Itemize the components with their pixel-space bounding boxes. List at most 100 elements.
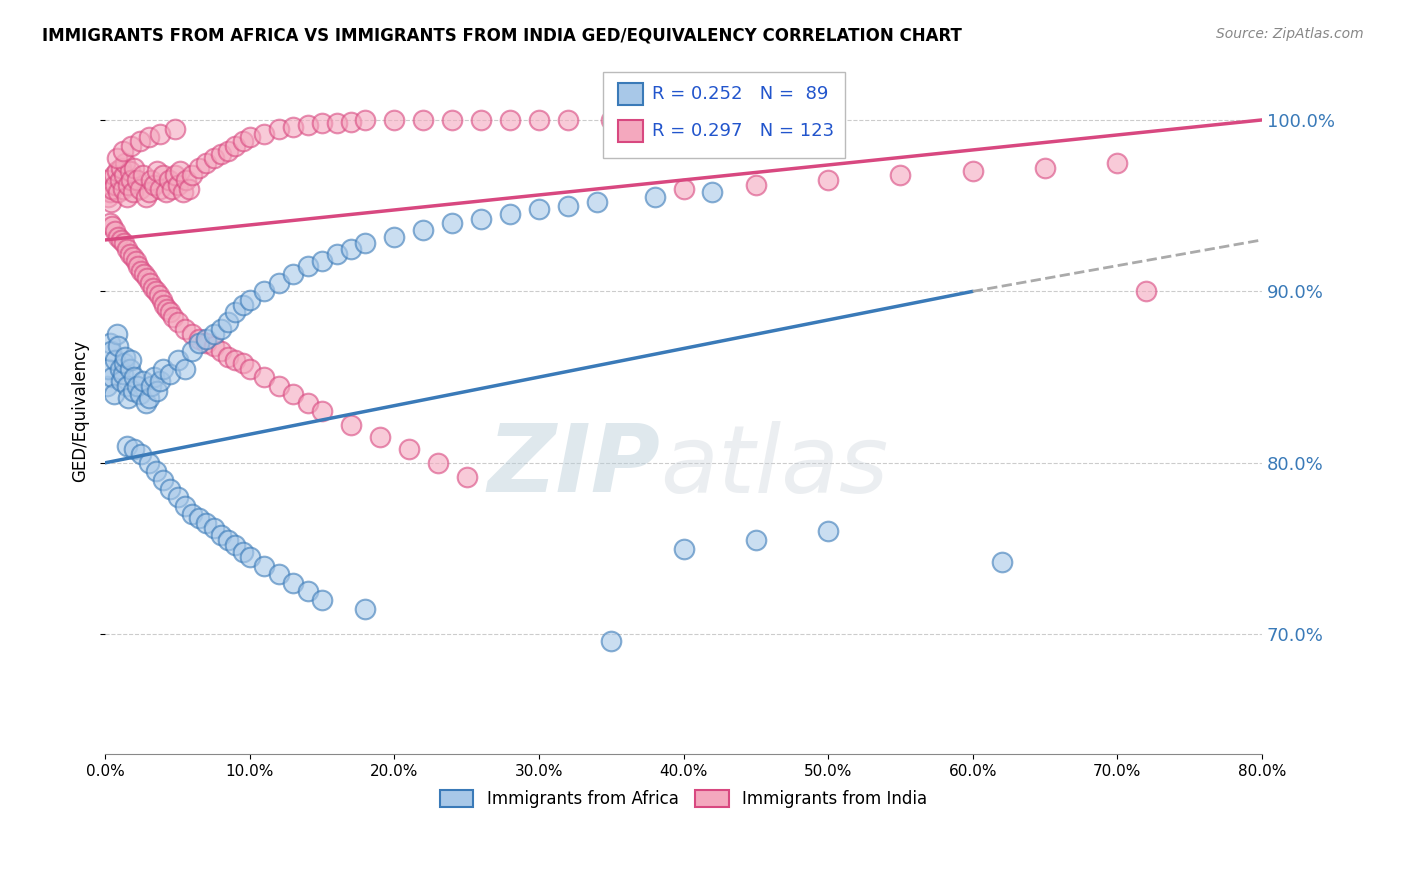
Point [470,212,492,227]
Point [177,181,200,195]
Point [121,384,143,398]
Point [108,173,131,187]
Point [232,134,254,148]
Point [217,315,239,329]
Point [311,116,333,130]
Point [426,456,449,470]
Point [188,161,211,175]
Point [297,396,319,410]
Point [253,285,276,299]
Point [108,361,131,376]
Point [132,374,155,388]
Point [101,219,124,234]
Point [283,575,305,590]
Point [202,151,225,165]
Point [166,490,188,504]
Point [817,524,839,539]
Point [195,156,218,170]
Point [117,391,139,405]
Point [239,550,262,565]
Point [152,473,174,487]
Point [118,246,141,260]
Point [143,178,166,192]
Point [152,168,174,182]
Text: IMMIGRANTS FROM AFRICA VS IMMIGRANTS FROM INDIA GED/EQUIVALENCY CORRELATION CHAR: IMMIGRANTS FROM AFRICA VS IMMIGRANTS FRO… [42,27,962,45]
Point [138,185,160,199]
Point [103,168,125,182]
Point [557,112,579,127]
Point [122,370,145,384]
Point [105,164,128,178]
Point [441,112,464,127]
Point [117,178,139,192]
Point [253,370,276,384]
Point [107,339,129,353]
Point [115,378,138,392]
Point [138,391,160,405]
Point [159,305,181,319]
Point [100,195,122,210]
Point [149,181,172,195]
Point [146,164,169,178]
Point [181,507,204,521]
Point [148,287,170,301]
Point [745,178,768,192]
Point [644,190,666,204]
Point [96,173,118,187]
Point [125,378,148,392]
Point [121,185,143,199]
Point [118,361,141,376]
Point [101,370,124,384]
Point [283,387,305,401]
Point [384,229,406,244]
FancyBboxPatch shape [603,72,845,158]
Point [384,112,406,127]
Point [122,442,145,456]
Point [145,464,167,478]
Point [745,533,768,547]
Point [253,127,276,141]
Point [145,285,167,299]
Point [181,168,204,182]
Point [104,178,127,192]
Point [110,374,132,388]
Point [354,112,377,127]
Point [98,185,121,199]
Point [107,229,129,244]
Point [173,499,195,513]
Point [111,181,134,195]
Point [141,378,163,392]
Point [232,545,254,559]
Point [232,356,254,370]
Point [134,267,156,281]
Point [188,510,211,524]
Bar [617,120,643,143]
Point [217,533,239,547]
Text: atlas: atlas [661,421,889,512]
Point [129,387,152,401]
Point [340,418,363,433]
Point [340,114,363,128]
Point [132,168,155,182]
Point [202,327,225,342]
Point [239,130,262,145]
Point [499,112,522,127]
Point [202,521,225,535]
Point [111,367,134,381]
Point [172,185,194,199]
Point [195,335,218,350]
Point [157,173,180,187]
Point [129,134,152,148]
Point [267,567,290,582]
Bar [617,83,643,105]
Point [149,374,172,388]
Point [600,634,623,648]
Point [143,370,166,384]
Point [135,396,157,410]
Point [127,259,149,273]
Point [131,264,153,278]
Point [101,181,124,195]
Point [217,350,239,364]
Point [174,173,197,187]
Point [224,138,246,153]
